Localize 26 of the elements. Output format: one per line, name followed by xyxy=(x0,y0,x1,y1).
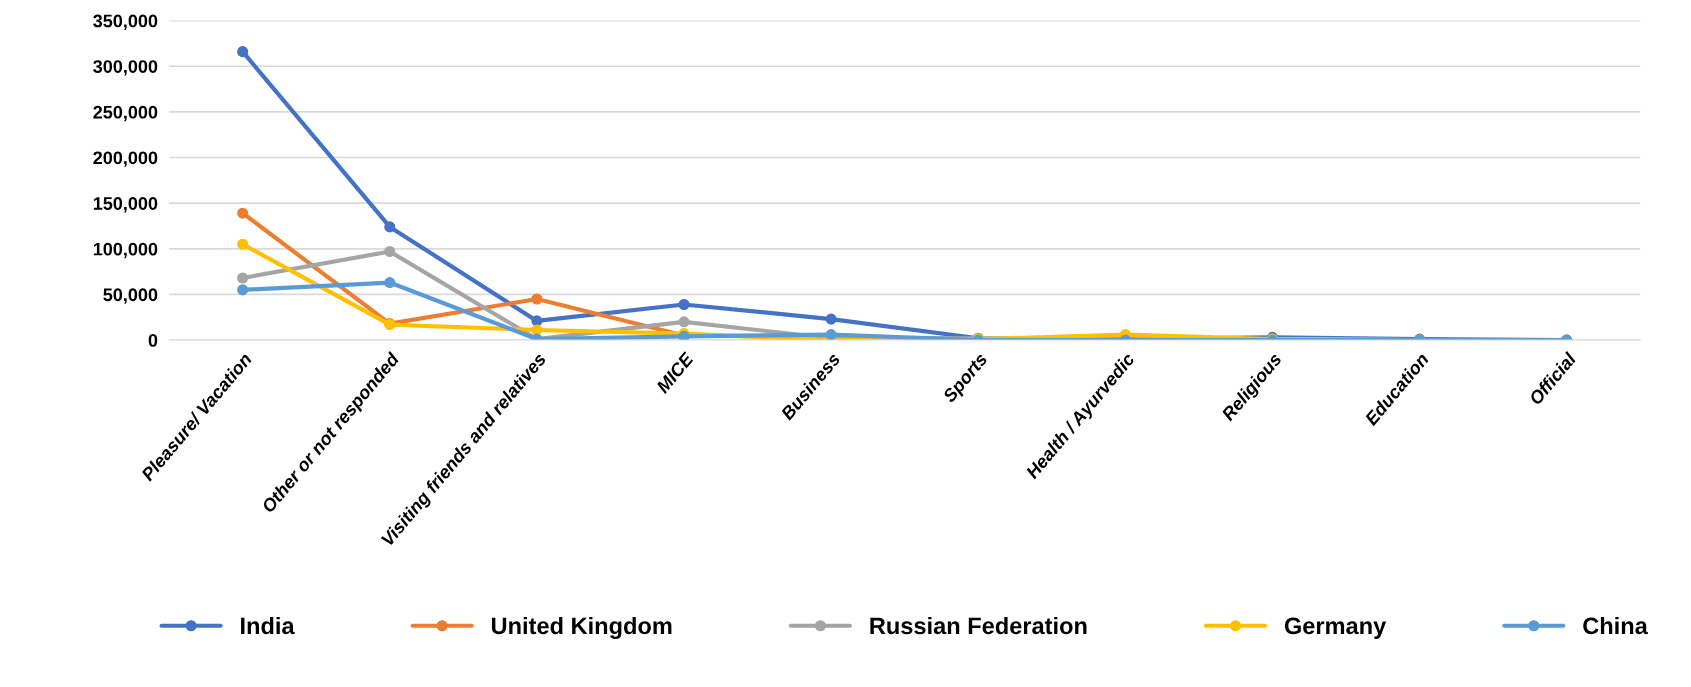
legend-label: Germany xyxy=(1284,617,1387,639)
point xyxy=(237,46,249,58)
y-tick-label: 200,000 xyxy=(93,151,158,167)
legend-label: India xyxy=(241,616,295,635)
y-tick-label: 350,000 xyxy=(93,14,158,30)
legend-label: Russian Federation xyxy=(870,616,1087,635)
y-tick-label: 150,000 xyxy=(93,197,158,213)
y-tick-label: 250,000 xyxy=(93,105,158,122)
point xyxy=(384,245,396,258)
point xyxy=(384,277,396,289)
y-tick-label: 0 xyxy=(148,334,158,347)
point xyxy=(237,207,249,219)
point xyxy=(237,238,249,250)
y-tick-label: 100,000 xyxy=(93,242,158,259)
y-tick-label: 300,000 xyxy=(93,60,158,76)
point xyxy=(678,316,690,328)
point xyxy=(237,272,249,284)
point xyxy=(384,221,396,233)
point xyxy=(678,298,690,311)
point xyxy=(531,293,543,305)
legend-label: China xyxy=(1583,616,1648,635)
point xyxy=(237,284,249,296)
y-tick-label: 50,000 xyxy=(103,288,158,304)
point xyxy=(531,315,543,327)
point xyxy=(825,313,837,325)
legend-label: United Kingdom xyxy=(491,616,672,639)
